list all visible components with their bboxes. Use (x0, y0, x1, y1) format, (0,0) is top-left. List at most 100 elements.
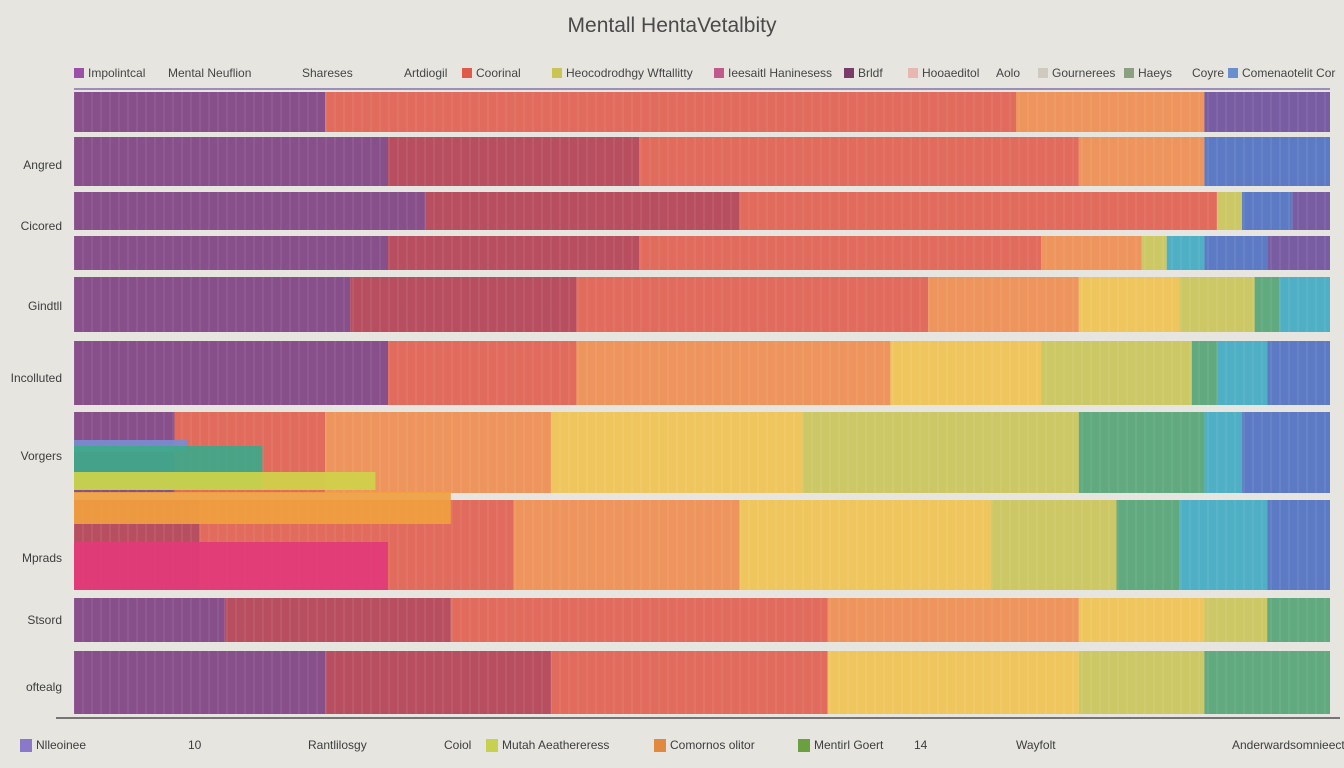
legend-swatch (1124, 68, 1134, 78)
bar-segment (1166, 236, 1205, 270)
bar-segment (388, 236, 640, 270)
bar-segment (827, 651, 1079, 714)
legend-swatch (714, 68, 724, 78)
y-tick-label: Mprads (21, 551, 62, 565)
legend-swatch (462, 68, 472, 78)
bar-segment (1292, 192, 1330, 230)
legend-label: Gournerees (1052, 66, 1116, 80)
y-tick-label: Angred (23, 158, 62, 172)
bar-segment (513, 500, 740, 590)
y-tick-label: oftealg (25, 680, 62, 694)
legend-label: Mental Neuflion (168, 66, 252, 80)
legend-label: 10 (188, 738, 202, 752)
legend-item: Coorinal (462, 66, 521, 80)
bar-segment (1041, 236, 1142, 270)
legend-item: Mentirl Goert (798, 738, 883, 752)
legend-swatch (654, 738, 666, 752)
bar-segment (1041, 341, 1192, 405)
legend-item: Coyre (1192, 66, 1224, 80)
bar-segment (325, 651, 552, 714)
bar-segment (74, 236, 388, 270)
legend-label: Anderwardsomnieect (1232, 738, 1344, 752)
y-tick-label: Incolluted (10, 371, 62, 385)
legend-swatch (74, 68, 84, 78)
legend-label: 14 (914, 738, 928, 752)
legend-item: Shareses (302, 66, 353, 80)
overlay-bar (74, 542, 388, 590)
legend-label: Shareses (302, 66, 353, 80)
legend-label: Wayfolt (1016, 738, 1056, 752)
legend-label: Nlleoinee (36, 738, 87, 752)
legend-item: Nlleoinee (20, 738, 86, 752)
bar-segment (639, 236, 1042, 270)
bar-segment (1204, 236, 1268, 270)
bar-segment (1078, 651, 1205, 714)
legend-label: Coiol (444, 738, 472, 752)
bar-segment (1078, 412, 1205, 493)
bar-segment (1204, 412, 1243, 493)
bottom-legend: Nlleoinee 10 Rantlilosgy Coiol Mutah Aeather… (0, 738, 1344, 758)
bar-segment (74, 192, 426, 230)
bar-segment (739, 192, 1217, 230)
bar-segment (1216, 341, 1268, 405)
bar-segment (1078, 137, 1205, 186)
legend-swatch (20, 738, 32, 752)
y-tick-label: Gindtll (27, 299, 62, 313)
legend-item: Rantlilosgy (308, 738, 367, 752)
bar-segment (1267, 500, 1330, 590)
bar-segment (639, 137, 1079, 186)
chart-title: Mentall HentaVetalbity (567, 14, 777, 37)
legend-item: Artdiogil (404, 66, 447, 80)
bar-segment (1216, 192, 1243, 230)
legend-label: Comornos olitor (670, 738, 755, 752)
top-legend: Impolintcal Mental Neuflion Shareses Artdio… (72, 66, 1344, 86)
legend-item: Anderwardsomnieect (1232, 738, 1344, 752)
bar-segment (350, 277, 577, 332)
legend-label: Mutah Aeathereress (502, 738, 610, 752)
legend-item: Mutah Aeathereress (486, 738, 609, 752)
bar-segment (74, 341, 388, 405)
bar-segment (450, 598, 828, 642)
legend-label: Brldf (858, 66, 883, 80)
legend-item: 10 (188, 738, 201, 752)
overlay-bar (74, 472, 376, 490)
legend-swatch (1038, 68, 1048, 78)
legend-label: Hooaeditol (922, 66, 980, 80)
legend-swatch (1228, 68, 1238, 78)
bar-segment (74, 598, 225, 642)
legend-item: Heocodrodhgy Wftallitty (552, 66, 693, 80)
bar-segment (990, 500, 1117, 590)
bar-segment (388, 137, 640, 186)
bar-segment (1191, 341, 1217, 405)
bar-segment (1254, 277, 1280, 332)
bar-segment (1267, 598, 1330, 642)
legend-swatch (844, 68, 854, 78)
legend-item: Coiol (444, 738, 471, 752)
bar-segment (1179, 277, 1255, 332)
bar-segment (224, 598, 451, 642)
legend-label: Coyre (1192, 66, 1225, 80)
legend-item: Impolintcal (74, 66, 145, 80)
legend-swatch (908, 68, 918, 78)
legend-item: Hooaeditol (908, 66, 979, 80)
bar-segment (1116, 500, 1180, 590)
bar-segment (388, 341, 577, 405)
bar-segment (325, 92, 1016, 132)
legend-item: Wayfolt (1016, 738, 1056, 752)
bar-segment (1267, 341, 1330, 405)
bar-segment (1141, 236, 1167, 270)
bar-segment (827, 598, 1079, 642)
bar-segment (74, 651, 326, 714)
bar-segment (928, 277, 1079, 332)
bar-segment (74, 92, 326, 132)
legend-item: Mental Neuflion (168, 66, 251, 80)
legend-label: Haeys (1138, 66, 1173, 80)
legend-item: Aolo (996, 66, 1020, 80)
legend-label: Artdiogil (404, 66, 448, 80)
bar-segment (1204, 651, 1330, 714)
bar-segment (1179, 500, 1268, 590)
bar-segment (1242, 412, 1330, 493)
legend-item: Gournerees (1038, 66, 1115, 80)
legend-label: Aolo (996, 66, 1021, 80)
legend-label: Mentirl Goert (814, 738, 884, 752)
